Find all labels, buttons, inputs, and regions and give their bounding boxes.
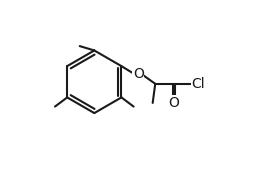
Text: O: O xyxy=(168,96,180,110)
Text: O: O xyxy=(133,67,144,81)
Text: Cl: Cl xyxy=(192,77,205,91)
